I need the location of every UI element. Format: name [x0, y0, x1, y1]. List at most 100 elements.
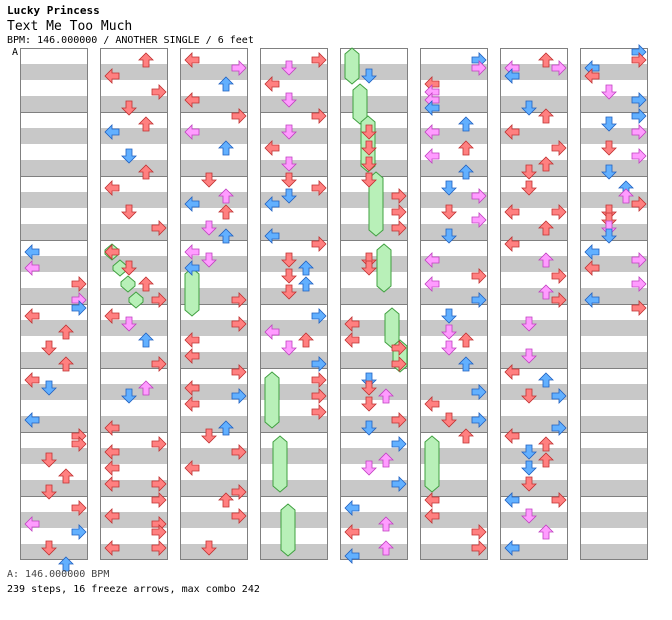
step-arrow-l [184, 124, 200, 140]
step-arrow-u [458, 356, 474, 372]
step-arrow-d [121, 316, 137, 332]
step-arrow-d [361, 260, 377, 276]
step-arrow-d [121, 100, 137, 116]
step-arrow-d [521, 508, 537, 524]
step-arrow-r [231, 108, 247, 124]
step-arrow-d [601, 140, 617, 156]
step-arrow-r [391, 204, 407, 220]
step-arrow-d [361, 420, 377, 436]
step-arrow-r [631, 276, 647, 292]
step-arrow-l [504, 236, 520, 252]
step-arrow-l [104, 244, 120, 260]
beat-band [20, 384, 88, 400]
beat-band [260, 480, 328, 496]
step-arrow-l [424, 148, 440, 164]
step-arrow-d [361, 460, 377, 476]
step-arrow-l [24, 244, 40, 260]
step-arrow-r [391, 356, 407, 372]
step-arrow-r [311, 108, 327, 124]
step-arrow-l [424, 252, 440, 268]
step-arrow-u [58, 324, 74, 340]
step-arrow-d [361, 156, 377, 172]
beat-band [580, 384, 648, 400]
step-arrow-d [441, 324, 457, 340]
step-arrow-r [231, 316, 247, 332]
beat-band [260, 64, 328, 80]
step-arrow-l [424, 100, 440, 116]
step-arrow-r [471, 292, 487, 308]
step-arrow-d [521, 460, 537, 476]
step-arrow-l [424, 396, 440, 412]
beat-band [180, 64, 248, 80]
step-arrow-u [458, 332, 474, 348]
step-arrow-r [471, 412, 487, 428]
step-arrow-l [584, 244, 600, 260]
beat-band [500, 256, 568, 272]
step-arrow-u [138, 332, 154, 348]
step-arrow-l [504, 124, 520, 140]
step-arrow-r [231, 364, 247, 380]
step-arrow-r [631, 196, 647, 212]
step-arrow-u [218, 76, 234, 92]
step-arrow-u [538, 108, 554, 124]
step-arrow-r [311, 52, 327, 68]
beat-band [100, 192, 168, 208]
step-arrow-u [538, 452, 554, 468]
freeze-arrow [264, 371, 280, 429]
beat-band [260, 352, 328, 368]
step-arrow-r [551, 388, 567, 404]
step-arrow-l [424, 276, 440, 292]
step-arrow-l [104, 460, 120, 476]
step-arrow-r [631, 148, 647, 164]
step-arrow-l [104, 180, 120, 196]
step-arrow-d [281, 284, 297, 300]
step-arrow-d [41, 452, 57, 468]
step-arrow-d [601, 220, 617, 236]
step-arrow-d [521, 348, 537, 364]
step-arrow-r [231, 508, 247, 524]
step-arrow-d [361, 396, 377, 412]
step-arrow-l [104, 444, 120, 460]
beat-band [580, 544, 648, 560]
beat-band [500, 416, 568, 432]
step-arrow-r [631, 300, 647, 316]
step-arrow-r [391, 412, 407, 428]
step-arrow-d [601, 228, 617, 244]
step-arrow-l [24, 308, 40, 324]
step-arrow-l [264, 228, 280, 244]
step-arrow-u [218, 420, 234, 436]
step-arrow-u [298, 260, 314, 276]
beat-band [500, 224, 568, 240]
chart-column-7 [500, 48, 568, 560]
step-arrow-u [218, 188, 234, 204]
step-arrow-d [521, 444, 537, 460]
step-arrow-r [391, 220, 407, 236]
step-arrow-r [311, 372, 327, 388]
freeze-arrow [280, 503, 296, 557]
beat-band [420, 352, 488, 368]
beat-band [260, 256, 328, 272]
step-arrow-r [151, 436, 167, 452]
step-arrow-d [601, 84, 617, 100]
step-arrow-r [231, 388, 247, 404]
step-arrow-u [618, 188, 634, 204]
step-arrow-d [41, 540, 57, 556]
beat-band [580, 416, 648, 432]
step-arrow-r [631, 252, 647, 268]
step-arrow-r [391, 188, 407, 204]
beat-band [260, 96, 328, 112]
step-arrow-l [264, 196, 280, 212]
step-arrow-l [504, 204, 520, 220]
step-arrow-r [551, 268, 567, 284]
step-arrow-u [538, 52, 554, 68]
beat-band [500, 384, 568, 400]
beat-band [180, 480, 248, 496]
beat-band [340, 480, 408, 496]
step-arrow-u [378, 452, 394, 468]
chart-column-2 [100, 48, 168, 560]
step-arrow-d [281, 268, 297, 284]
step-arrow-l [344, 548, 360, 564]
step-arrow-u [378, 516, 394, 532]
beat-band [580, 96, 648, 112]
freeze-arrow [128, 291, 144, 309]
